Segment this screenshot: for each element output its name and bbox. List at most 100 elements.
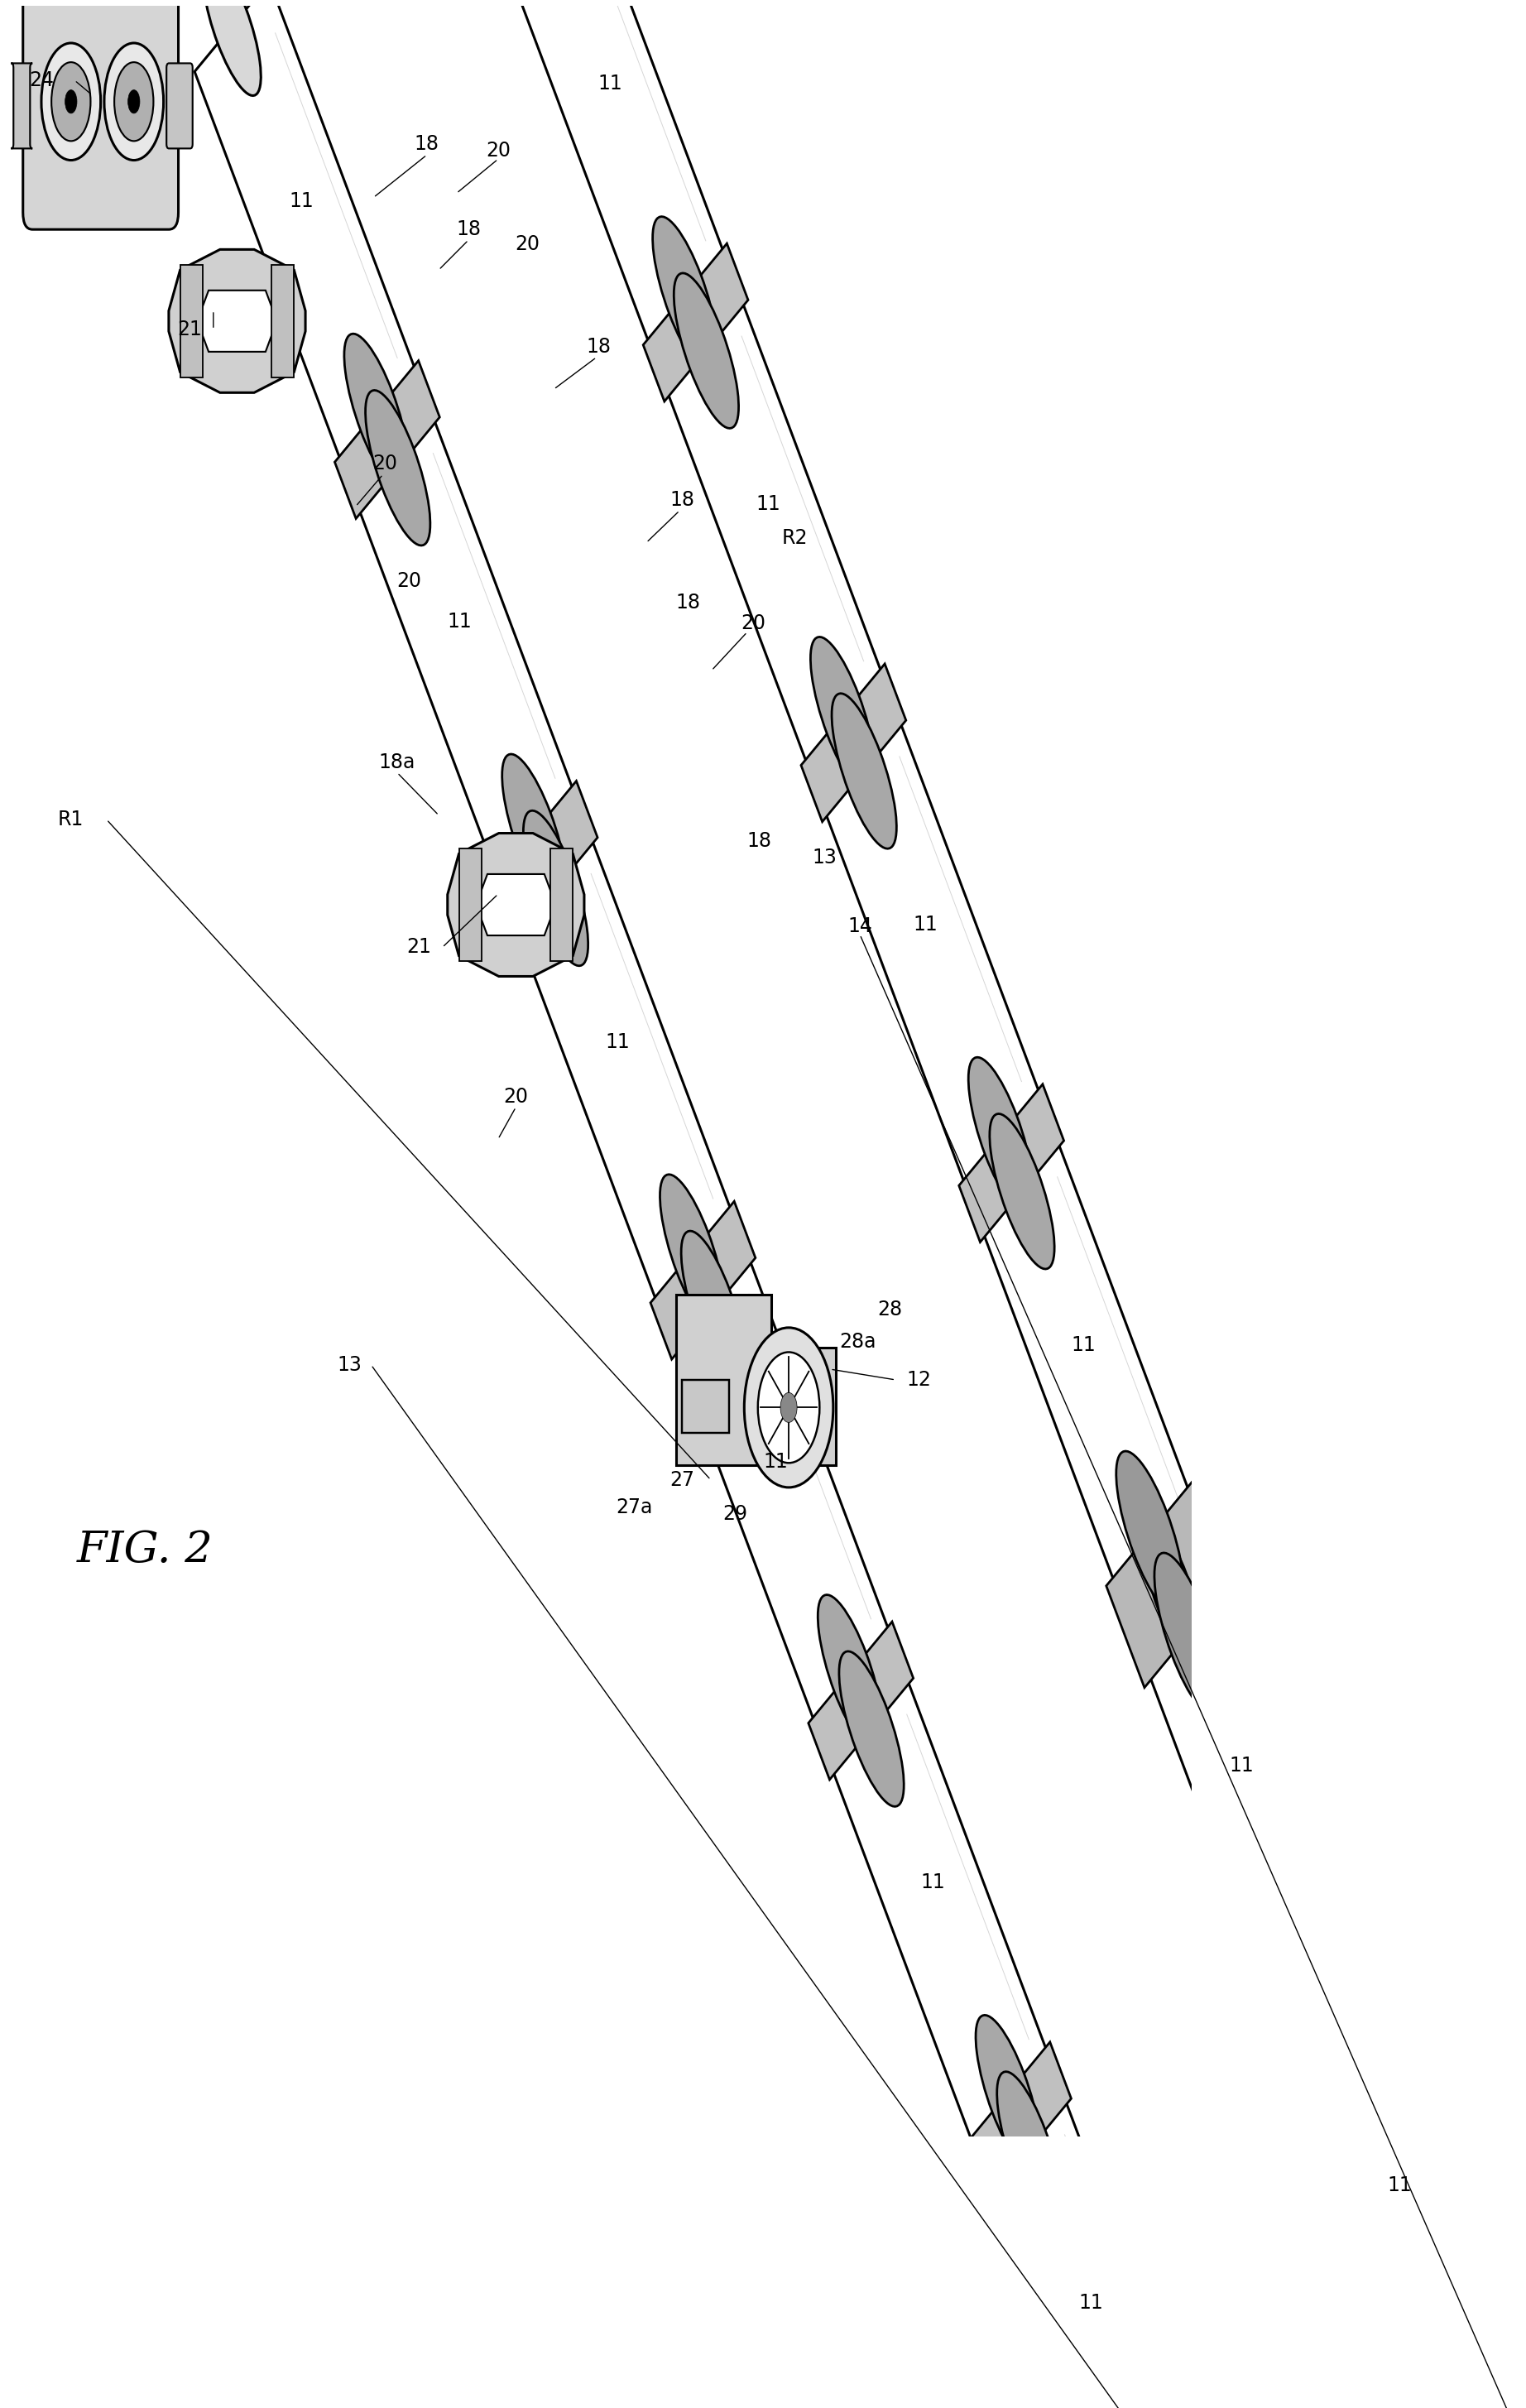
- Ellipse shape: [827, 681, 885, 819]
- Ellipse shape: [980, 1086, 1038, 1226]
- Text: 20: 20: [516, 234, 540, 255]
- Polygon shape: [826, 1662, 1053, 2160]
- Text: 11: 11: [598, 75, 623, 94]
- Polygon shape: [1293, 1965, 1520, 2408]
- Text: 11: 11: [1387, 2177, 1412, 2196]
- Text: 18a: 18a: [378, 751, 415, 773]
- Text: 20: 20: [372, 453, 398, 474]
- Text: 11: 11: [763, 1452, 787, 1471]
- Ellipse shape: [128, 89, 140, 113]
- Ellipse shape: [66, 89, 76, 113]
- Polygon shape: [169, 250, 305, 393]
- Ellipse shape: [356, 364, 414, 501]
- Ellipse shape: [114, 63, 154, 142]
- Polygon shape: [1134, 1546, 1361, 2042]
- Ellipse shape: [810, 638, 876, 792]
- Polygon shape: [180, 265, 203, 378]
- Text: 11: 11: [290, 190, 314, 212]
- Ellipse shape: [671, 1204, 729, 1344]
- Ellipse shape: [1285, 1898, 1349, 2054]
- Ellipse shape: [203, 0, 261, 96]
- Ellipse shape: [519, 797, 577, 937]
- Ellipse shape: [780, 1392, 797, 1423]
- Ellipse shape: [969, 1057, 1033, 1214]
- Ellipse shape: [523, 811, 588, 966]
- Polygon shape: [819, 706, 1047, 1202]
- Ellipse shape: [676, 1218, 734, 1356]
- Text: 20: 20: [485, 140, 511, 161]
- Ellipse shape: [104, 43, 163, 161]
- Polygon shape: [476, 874, 555, 934]
- Ellipse shape: [1300, 1941, 1358, 2081]
- Polygon shape: [510, 821, 737, 1320]
- Ellipse shape: [670, 260, 728, 400]
- Polygon shape: [676, 1296, 836, 1464]
- Text: 20: 20: [740, 614, 766, 633]
- Polygon shape: [493, 780, 598, 939]
- Polygon shape: [682, 1380, 729, 1433]
- Text: 28a: 28a: [839, 1332, 876, 1351]
- FancyBboxPatch shape: [11, 63, 32, 149]
- Text: 11: 11: [920, 1873, 946, 1893]
- Text: R2: R2: [781, 527, 807, 549]
- Text: 27a: 27a: [617, 1498, 653, 1517]
- Polygon shape: [642, 243, 748, 402]
- Polygon shape: [650, 1202, 755, 1358]
- Ellipse shape: [975, 2015, 1041, 2170]
- Ellipse shape: [659, 1175, 725, 1329]
- Polygon shape: [801, 665, 906, 821]
- FancyBboxPatch shape: [166, 63, 192, 149]
- Text: 18: 18: [456, 219, 481, 238]
- Text: 13: 13: [337, 1356, 362, 1375]
- Text: 11: 11: [914, 915, 938, 934]
- Ellipse shape: [832, 694, 897, 848]
- Text: 11: 11: [1071, 1334, 1096, 1356]
- Ellipse shape: [987, 2044, 1045, 2184]
- Text: 12: 12: [906, 1370, 931, 1389]
- Polygon shape: [197, 291, 276, 352]
- Ellipse shape: [681, 1230, 746, 1387]
- Text: 21: 21: [406, 937, 430, 958]
- Ellipse shape: [745, 1327, 833, 1488]
- Text: 18: 18: [415, 135, 439, 154]
- Text: 11: 11: [1079, 2292, 1103, 2312]
- Ellipse shape: [992, 2059, 1050, 2199]
- Text: 18: 18: [670, 491, 694, 510]
- Ellipse shape: [1463, 2360, 1526, 2408]
- Ellipse shape: [41, 43, 101, 161]
- Ellipse shape: [835, 1637, 893, 1777]
- Ellipse shape: [1305, 1955, 1370, 2109]
- Ellipse shape: [674, 272, 739, 429]
- Ellipse shape: [1116, 1452, 1184, 1613]
- Ellipse shape: [990, 1115, 1054, 1269]
- Ellipse shape: [513, 783, 571, 922]
- Text: 28: 28: [877, 1300, 902, 1320]
- Text: 11: 11: [447, 612, 472, 631]
- Polygon shape: [549, 848, 572, 961]
- Ellipse shape: [1154, 1553, 1222, 1717]
- Text: 11: 11: [1230, 1755, 1254, 1775]
- Text: 20: 20: [504, 1086, 528, 1105]
- Text: 18: 18: [586, 337, 612, 356]
- Polygon shape: [958, 1084, 1064, 1243]
- Ellipse shape: [502, 754, 566, 910]
- Polygon shape: [809, 1621, 914, 1780]
- Polygon shape: [661, 284, 888, 780]
- Text: 27: 27: [670, 1469, 694, 1491]
- Polygon shape: [195, 0, 421, 477]
- Ellipse shape: [823, 667, 881, 804]
- Ellipse shape: [829, 1625, 887, 1763]
- Polygon shape: [459, 848, 482, 961]
- Text: 11: 11: [606, 1033, 630, 1052]
- Ellipse shape: [1453, 2348, 1511, 2408]
- Text: 11: 11: [755, 494, 780, 515]
- Polygon shape: [668, 1243, 896, 1739]
- Ellipse shape: [758, 1353, 819, 1464]
- Polygon shape: [984, 2083, 1212, 2408]
- Ellipse shape: [653, 217, 717, 371]
- Ellipse shape: [365, 390, 430, 547]
- Text: 24: 24: [29, 70, 53, 89]
- Text: 18: 18: [676, 592, 700, 612]
- Text: 20: 20: [397, 571, 421, 590]
- Ellipse shape: [1476, 2382, 1526, 2408]
